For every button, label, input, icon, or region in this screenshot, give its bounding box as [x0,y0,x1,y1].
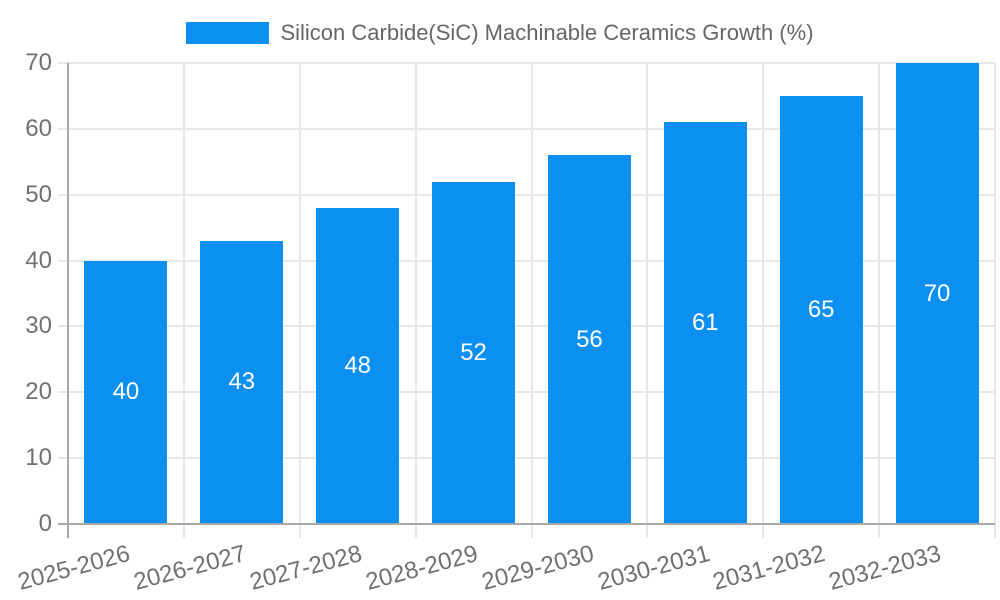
bar-value-label: 56 [576,325,603,353]
bar[interactable] [895,63,979,523]
chart-legend-item[interactable]: Silicon Carbide(SiC) Machinable Ceramics… [0,20,1000,46]
x-gridline [414,63,417,538]
y-gridline [58,391,995,394]
x-gridline [298,63,301,538]
y-axis-label: 10 [25,444,52,472]
y-gridline [58,127,995,130]
bar-value-label: 61 [691,309,719,337]
bar[interactable] [779,95,863,523]
bar-value-label: 40 [112,378,140,406]
y-axis-label: 40 [25,246,52,274]
x-gridline [762,63,765,538]
x-gridline [878,63,881,538]
x-gridline [530,63,533,538]
bar[interactable] [200,240,284,523]
legend-swatch-icon [186,22,270,44]
y-axis-label: 60 [25,114,52,142]
y-axis-label: 0 [38,510,52,537]
y-gridline [58,62,995,64]
x-gridline [994,63,996,538]
x-axis-label: 2031-2032 [710,540,829,596]
bar[interactable] [432,181,516,523]
legend-label: Silicon Carbide(SiC) Machinable Ceramics… [280,20,814,45]
x-axis-label: 2028-2029 [362,540,481,596]
x-axis-label: 2026-2027 [130,540,249,596]
y-gridline [58,457,995,460]
x-axis-label: 2027-2028 [246,540,365,596]
y-gridline [58,193,995,196]
bar[interactable] [547,155,631,523]
bar-value-label: 70 [923,279,951,307]
bar[interactable] [663,122,747,523]
bar[interactable] [84,260,168,523]
bar-value-label: 52 [460,338,487,366]
bar-value-label: 48 [344,351,372,379]
bar-value-label: 43 [228,368,256,396]
y-gridline [58,259,995,262]
x-axis-label: 2025-2026 [15,540,133,596]
y-axis-line [67,63,69,538]
y-gridline [58,325,995,328]
bar-value-label: 65 [807,295,835,323]
y-axis-label: 50 [25,180,52,208]
x-axis-line [58,523,995,525]
y-axis-label: 70 [25,49,52,76]
bar[interactable] [316,207,400,523]
x-axis-label: 2030-2031 [594,540,713,596]
y-axis-label: 30 [25,312,52,340]
x-axis-label: 2032-2033 [826,540,945,596]
x-gridline [646,63,649,538]
x-gridline [182,63,185,538]
x-axis-label: 2029-2030 [478,540,597,596]
y-axis-label: 20 [25,378,52,406]
